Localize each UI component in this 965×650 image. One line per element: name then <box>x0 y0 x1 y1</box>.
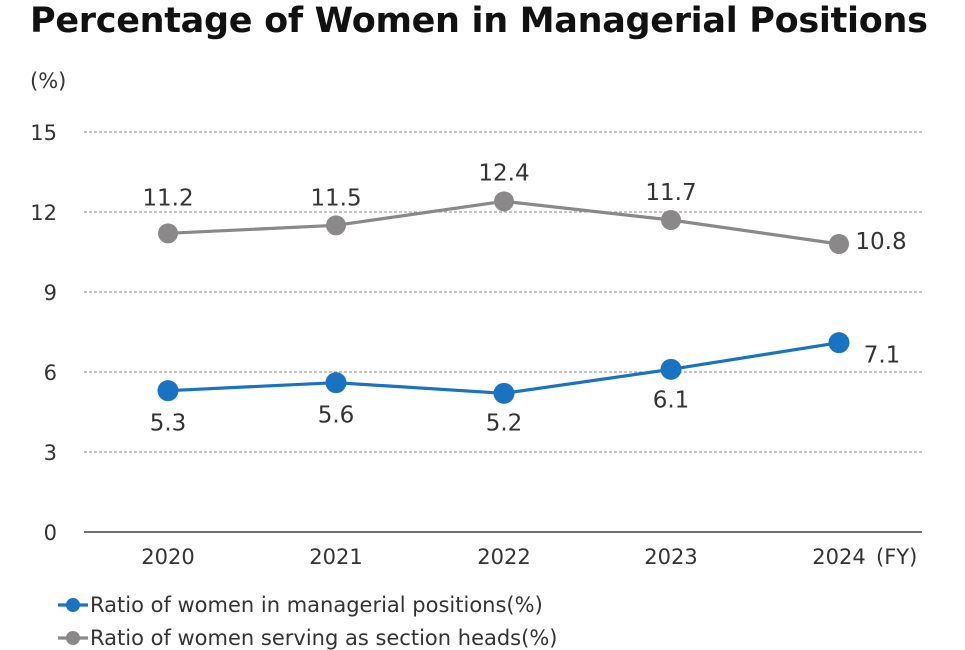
data-point <box>661 210 681 230</box>
x-tick-label: 2020 <box>141 545 194 569</box>
data-label: 11.5 <box>310 185 361 211</box>
legend-label: Ratio of women serving as section heads(… <box>90 626 557 650</box>
y-tick-label: 3 <box>44 441 57 465</box>
gridlines <box>84 131 922 533</box>
y-axis-ticks: 0 3 6 9 12 15 <box>30 121 57 545</box>
data-label: 6.1 <box>653 387 690 413</box>
y-tick-label: 15 <box>30 121 57 145</box>
x-tick-label: 2024 <box>812 545 865 569</box>
data-point <box>157 380 179 402</box>
data-point <box>829 234 849 254</box>
x-tick-label: 2022 <box>477 545 530 569</box>
legend: Ratio of women in managerial positions(%… <box>58 593 557 650</box>
data-point <box>828 332 850 354</box>
data-point <box>493 382 515 404</box>
x-axis-unit-label: (FY) <box>876 545 917 569</box>
legend-marker <box>66 631 80 645</box>
data-point <box>326 215 346 236</box>
data-point <box>660 358 682 380</box>
data-point <box>158 223 178 244</box>
legend-item-1: Ratio of women serving as section heads(… <box>58 626 557 650</box>
x-axis-ticks: 2020 2021 2022 2023 2024 <box>141 545 865 569</box>
chart-title: Percentage of Women in Managerial Positi… <box>30 1 928 41</box>
y-axis-unit-label: (%) <box>30 69 66 93</box>
data-label: 5.6 <box>318 403 355 429</box>
data-label: 11.2 <box>142 185 193 211</box>
data-point <box>325 372 347 394</box>
data-label: 12.4 <box>478 160 529 186</box>
data-label: 11.7 <box>645 180 696 206</box>
data-label: 5.2 <box>486 410 523 436</box>
data-label: 7.1 <box>864 343 901 369</box>
data-label: 10.8 <box>855 229 906 255</box>
y-tick-label: 0 <box>44 521 57 545</box>
series-1: 11.2 11.5 12.4 11.7 10.8 <box>142 160 906 255</box>
y-tick-label: 12 <box>30 201 57 225</box>
series-lines: 5.3 5.6 5.2 6.1 7.1 11.2 11.5 12.4 11.7 10.8 <box>142 160 906 436</box>
y-tick-label: 6 <box>44 361 57 385</box>
legend-marker <box>66 598 80 612</box>
legend-item-0: Ratio of women in managerial positions(%… <box>58 593 543 617</box>
x-tick-label: 2023 <box>644 545 697 569</box>
data-label: 5.3 <box>150 411 187 437</box>
x-tick-label: 2021 <box>309 545 362 569</box>
series-0: 5.3 5.6 5.2 6.1 7.1 <box>150 332 901 437</box>
y-tick-label: 9 <box>44 281 57 305</box>
legend-label: Ratio of women in managerial positions(%… <box>90 593 543 617</box>
data-point <box>494 191 514 212</box>
